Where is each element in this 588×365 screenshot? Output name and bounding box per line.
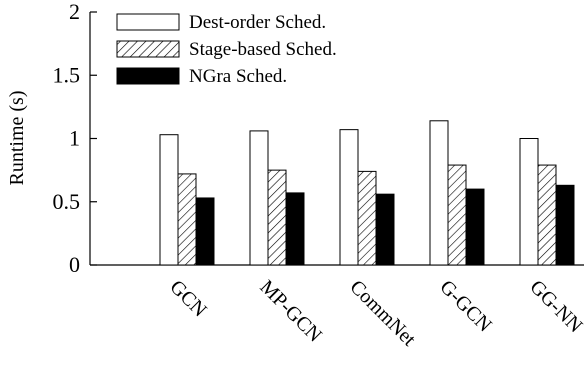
- y-tick-label: 1: [69, 126, 80, 151]
- bar-stage-based-gg-nn: [537, 164, 557, 266]
- bar-stage-based-mp-gcn: [267, 169, 287, 266]
- legend-swatch: [116, 13, 180, 31]
- bar-ngra-g-gcn: [465, 188, 485, 266]
- y-tick-label: 2: [69, 0, 80, 24]
- bar-ngra-gcn: [195, 197, 215, 266]
- bar-dest-order-commnet: [339, 129, 359, 266]
- legend-label: NGra Sched.: [189, 66, 287, 87]
- x-category-label: MP-GCN: [255, 276, 326, 347]
- bar-stage-based-gcn: [177, 173, 197, 266]
- bar-ngra-commnet: [375, 193, 395, 266]
- x-category-label: CommNet: [345, 276, 420, 351]
- bar-dest-order-gcn: [159, 134, 179, 266]
- bar-ngra-gg-nn: [555, 184, 575, 266]
- legend-swatch: [116, 67, 180, 85]
- bar-dest-order-mp-gcn: [249, 130, 269, 266]
- legend: Dest-order Sched. Stage-based Sched. NGra …: [116, 12, 337, 87]
- bar-stage-based-commnet: [357, 170, 377, 266]
- bar-stage-based-g-gcn: [447, 164, 467, 266]
- x-category-label: GCN: [165, 276, 210, 321]
- y-tick-label: 1.5: [53, 62, 81, 87]
- bar-dest-order-g-gcn: [429, 120, 449, 266]
- x-category-label: G-GCN: [435, 276, 495, 336]
- bar-dest-order-gg-nn: [519, 138, 539, 266]
- bar-ngra-mp-gcn: [285, 192, 305, 266]
- bars: [159, 120, 575, 266]
- legend-label: Dest-order Sched.: [189, 12, 326, 33]
- y-tick-label: 0.5: [53, 189, 81, 214]
- legend-label: Stage-based Sched.: [189, 39, 337, 60]
- y-axis-title: Runtime (s): [6, 91, 28, 186]
- x-category-label: GG-NN: [525, 276, 586, 337]
- legend-swatch: [116, 40, 180, 58]
- y-tick-label: 0: [69, 252, 80, 277]
